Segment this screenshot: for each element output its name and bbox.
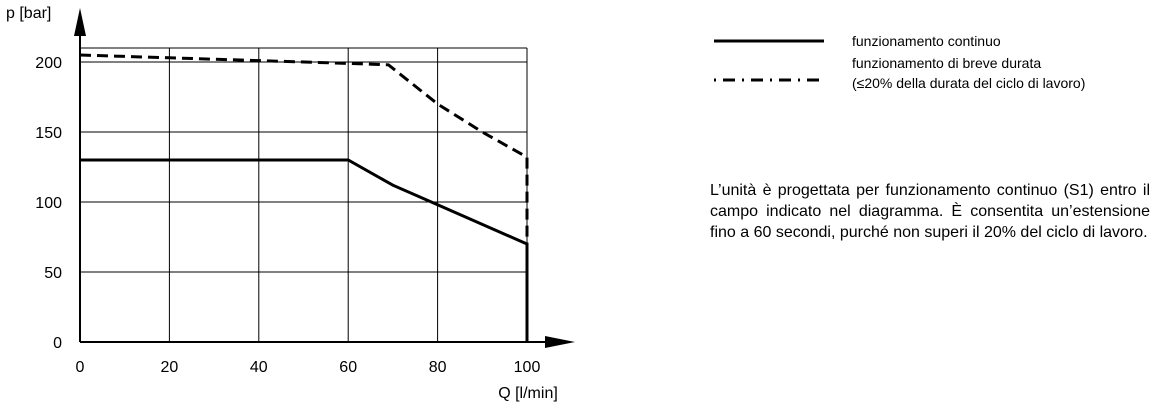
x-axis-label: Q [l/min] — [498, 385, 558, 402]
x-tick-label: 20 — [161, 359, 179, 376]
y-tick-label: 50 — [44, 265, 62, 282]
series-continuous-line — [80, 158, 529, 342]
y-tick-label: 150 — [35, 125, 62, 142]
legend-swatch-dashed — [714, 78, 824, 82]
x-tick-label: 80 — [429, 359, 447, 376]
series-short-duration-line — [79, 53, 529, 342]
x-tick-label: 0 — [76, 359, 85, 376]
legend-label-short-line1: funzionamento di breve durata — [852, 55, 1042, 71]
legend-label-continuous: funzionamento continuo — [852, 33, 1001, 49]
legend-label-short-line2: (≤20% della durata del ciclo di lavoro) — [852, 75, 1086, 91]
axes — [74, 8, 575, 348]
legend-swatch-solid — [714, 39, 824, 43]
tick-labels: 0 20 40 60 80 100 0 50 100 150 200 — [35, 55, 540, 376]
x-tick-label: 100 — [514, 359, 541, 376]
x-axis-arrow — [545, 336, 575, 348]
x-tick-label: 40 — [250, 359, 268, 376]
y-tick-label: 100 — [35, 195, 62, 212]
grid — [80, 47, 528, 342]
x-tick-label: 60 — [339, 359, 357, 376]
legend-item-continuous: funzionamento continuo — [712, 30, 1167, 52]
y-tick-label: 0 — [53, 335, 62, 352]
y-axis-arrow — [74, 8, 86, 36]
y-tick-label: 200 — [35, 55, 62, 72]
legend: funzionamento continuo funzionamento di … — [712, 30, 1167, 102]
pressure-flow-chart: 0 20 40 60 80 100 0 50 100 150 200 Q [l/min] p [ba… — [6, 5, 575, 402]
y-axis-label: p [bar] — [6, 5, 51, 22]
series-lines — [79, 53, 529, 342]
legend-item-short: funzionamento di breve durata (≤20% dell… — [712, 52, 1167, 102]
note-text: L’unità è progettata per funzionamento c… — [710, 182, 1150, 241]
